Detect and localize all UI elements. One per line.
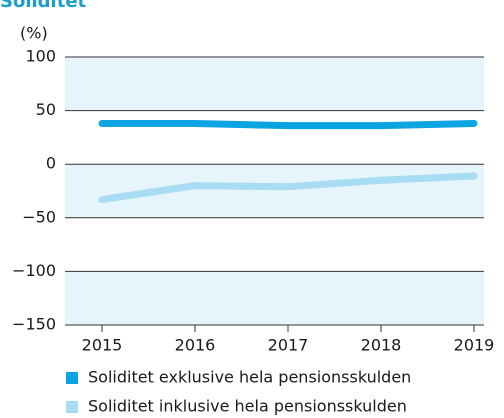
x-tick-label: 2018 <box>361 336 402 355</box>
y-tick-label: 100 <box>25 47 56 66</box>
x-tick-label: 2017 <box>268 336 309 355</box>
x-tick-label: 2016 <box>175 336 216 355</box>
y-tick-label: 0 <box>46 154 56 173</box>
y-tick-label: −50 <box>22 207 56 226</box>
y-unit-label: (%) <box>20 24 48 43</box>
chart-title: Soliditet <box>0 0 87 12</box>
x-tick-label: 2015 <box>82 336 123 355</box>
series-line <box>98 119 478 130</box>
legend-label: Soliditet exklusive hela pensionsskulden <box>88 368 411 387</box>
band <box>65 271 484 325</box>
legend-swatch <box>66 401 78 413</box>
y-tick-label: 50 <box>36 100 56 119</box>
band <box>65 57 484 111</box>
x-tick-label: 2019 <box>454 336 495 355</box>
series-line <box>98 172 478 204</box>
y-tick-label: −150 <box>12 315 56 334</box>
band <box>65 164 484 218</box>
legend-swatch <box>66 372 78 384</box>
legend-label: Soliditet inklusive hela pensionsskulden <box>88 397 407 416</box>
y-tick-label: −100 <box>12 261 56 280</box>
